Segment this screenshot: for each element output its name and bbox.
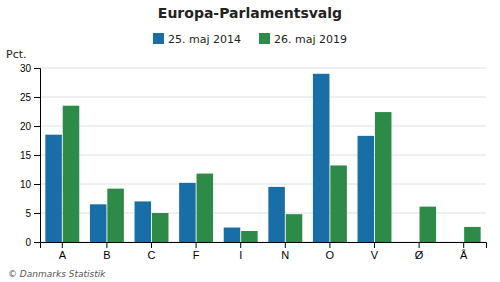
axis-line [41,243,487,249]
y-tick-mark [34,184,40,185]
legend-item: 26. maj 2019 [259,33,347,46]
x-tick-label: F [193,249,200,261]
x-tick-mark [419,242,420,248]
x-tick-mark [240,242,241,248]
y-tick: 25 [20,92,40,103]
x-tick: F [193,242,200,261]
x-axis: ABCFINOVØÅ [41,242,487,261]
y-tick-mark [34,68,40,69]
grid-line [40,68,486,69]
y-tick: 20 [20,121,40,132]
bar [197,174,214,242]
grid [40,68,486,242]
legend-label: 25. maj 2014 [168,33,241,46]
bars [45,74,480,242]
y-tick-label: 15 [20,150,32,161]
bar [375,112,392,242]
x-tick-label: V [371,249,379,261]
legend-swatch [153,33,164,44]
x-tick-label: A [59,249,67,261]
grid-line [40,97,486,98]
x-tick: C [148,242,156,261]
chart: Europa-Parlamentsvalg A B C F I N O V Ø Å 0 5 10 15 20 2… [0,0,500,282]
y-tick-mark [34,155,40,156]
bar [286,214,303,242]
series [63,106,481,242]
y-tick-mark [34,242,40,243]
y-tick: 0 [25,237,40,248]
x-tick: Å [460,242,468,261]
y-tick-label: 25 [20,92,32,103]
y-tick-mark [34,97,40,98]
x-tick-mark [374,242,375,248]
x-tick-mark [106,242,107,248]
x-tick-label: C [148,249,156,261]
bar [330,165,347,242]
bar [224,228,241,243]
axis-line [34,69,41,243]
grid-line [40,184,486,185]
y-tick: 15 [20,150,40,161]
bar [152,213,169,242]
y-tick: 30 [20,63,40,74]
x-tick: A [59,242,67,261]
bar [420,207,437,242]
y-tick-mark [34,126,40,127]
y-tick-label: 20 [20,121,32,132]
y-tick-mark [34,213,40,214]
x-tick-mark [285,242,286,248]
x-tick-mark [196,242,197,248]
y-tick-label: 5 [25,208,31,219]
legend-swatch [259,33,270,44]
x-tick-label: O [326,249,335,261]
bar [107,189,124,242]
legend-label: 26. maj 2019 [274,33,347,46]
bar [313,74,330,242]
grid-line [40,126,486,127]
bar [63,106,80,242]
y-axis-label: Pct. [6,48,27,61]
bar [135,201,152,242]
bar [241,231,258,242]
x-tick-mark [151,242,152,248]
y-axis: 0 5 10 15 20 25 30 [20,63,41,248]
y-tick: 5 [25,208,40,219]
bar [358,136,375,242]
x-tick-mark [62,242,63,248]
y-tick: 10 [20,179,40,190]
x-tick: Ø [415,242,424,261]
bar [179,183,196,242]
bar [90,204,107,242]
bar [447,242,464,243]
x-tick-mark [329,242,330,248]
legend: 25. maj 2014 26. maj 2019 [153,33,347,46]
x-tick-label: Å [460,249,468,261]
x-tick-label: N [281,249,289,261]
x-tick-label: B [103,249,110,261]
bar [464,227,481,242]
y-tick-label: 10 [20,179,32,190]
legend-item: 25. maj 2014 [153,33,241,46]
bar [45,135,62,242]
x-tick: I [239,242,242,261]
title: Europa-Parlamentsvalg [158,5,342,21]
grid-line [40,213,486,214]
grid-line [40,155,486,156]
x-tick: O [326,242,335,261]
y-tick-label: 30 [20,63,32,74]
x-tick-label: I [239,249,242,261]
bar [268,187,285,242]
y-tick-label: 0 [25,237,31,248]
x-tick-label: Ø [415,249,424,261]
x-tick: N [281,242,289,261]
x-tick-mark [463,242,464,248]
bar [402,242,419,243]
x-tick: B [103,242,110,261]
series [45,74,374,242]
x-tick: V [371,242,379,261]
plot-area: A B C F I N O V Ø Å 0 5 10 15 20 25 30 [20,63,487,261]
footer: © Danmarks Statistik [8,269,106,279]
